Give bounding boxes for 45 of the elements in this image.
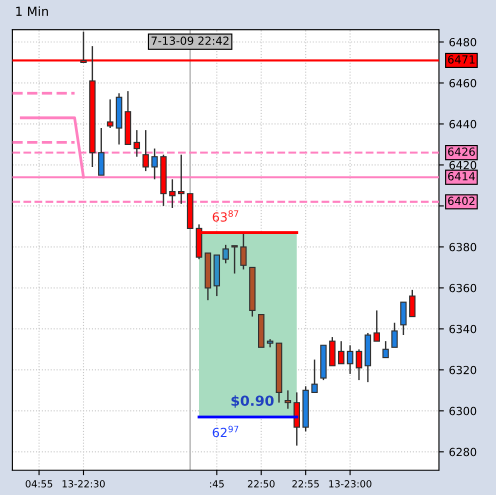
- x-tick-label: 04:55: [26, 480, 52, 488]
- candlestick: [178, 154, 184, 205]
- candlestick: [142, 129, 149, 172]
- y-tick-label: 6360: [449, 284, 476, 292]
- ref-line-label: 6414: [448, 172, 475, 180]
- y-tick-label: 6320: [449, 366, 476, 374]
- x-tick-label: 22:50: [248, 480, 275, 488]
- candlestick: [284, 390, 292, 410]
- y-tick-label: 6340: [449, 324, 476, 334]
- y-tick-label: 6480: [449, 38, 476, 46]
- annotation: 63$^{87}$: [212, 210, 238, 222]
- candlestick: [400, 302, 407, 336]
- candlestick: [356, 348, 362, 381]
- y-tick-label: 6420: [449, 160, 476, 170]
- ref-line-label: 7-13-09 22:42: [152, 36, 228, 45]
- candlestick: [106, 98, 114, 129]
- candlestick: [409, 289, 416, 318]
- annotation: 62$^{97}$: [212, 426, 238, 438]
- candlestick: [382, 340, 389, 358]
- candlestick: [134, 129, 140, 158]
- candlestick: [311, 358, 318, 394]
- candlestick: [374, 310, 380, 342]
- y-tick-label: 6380: [449, 242, 476, 252]
- x-tick-label: 13-22:30: [62, 480, 105, 488]
- y-tick-label: 6300: [449, 406, 476, 416]
- candlestick: [98, 127, 104, 176]
- x-tick-label: :45: [210, 480, 224, 488]
- candlestick: [338, 340, 344, 364]
- candlestick: [222, 244, 229, 264]
- x-tick-label: 13-23:00: [329, 480, 372, 488]
- y-tick-label: 6440: [449, 120, 476, 128]
- chart-title: 1 Min: [16, 6, 48, 16]
- candlestick: [169, 178, 176, 209]
- ref-line-label: 6426: [448, 147, 475, 156]
- candlestick: [231, 245, 238, 274]
- x-tick-label: 22:55: [292, 480, 319, 488]
- candlestick: [346, 344, 354, 375]
- candlestick: [240, 232, 247, 270]
- y-tick-label: 6280: [449, 448, 476, 456]
- ref-line-label: 6402: [448, 196, 474, 206]
- ref-line-label: 6471: [448, 55, 475, 64]
- candlestick: [151, 148, 158, 180]
- annotation: $0.90: [231, 395, 274, 408]
- y-tick-label: 6460: [449, 78, 476, 88]
- candlestick: [391, 322, 398, 348]
